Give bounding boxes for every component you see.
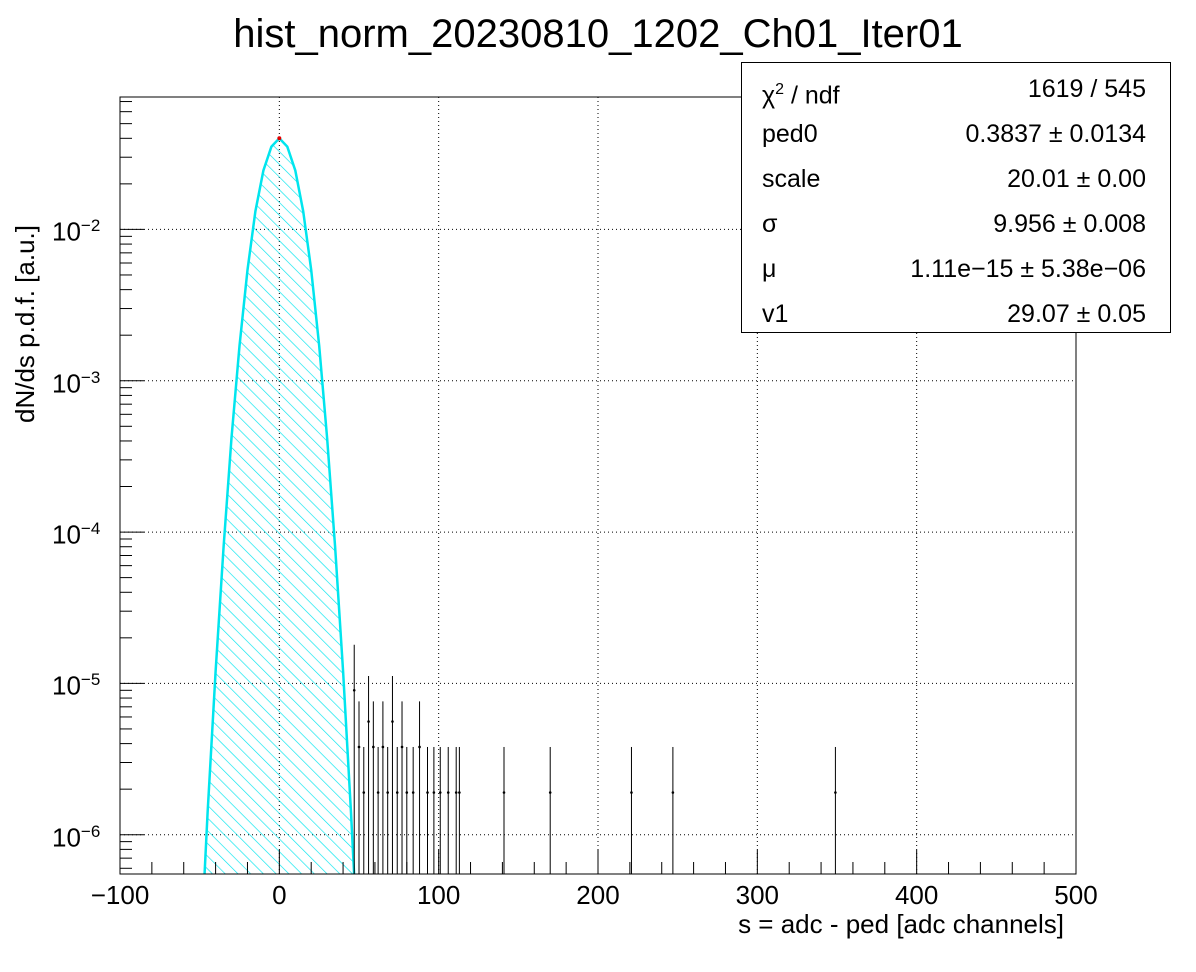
x-tick-label: −100 [90, 880, 150, 910]
data-point [438, 791, 442, 794]
data-point [381, 745, 385, 749]
stats-row-ped0: ped0 0.3837 ± 0.0134 [742, 112, 1170, 157]
stats-row-chi2: χ2 / ndf 1619 / 545 [742, 67, 1170, 112]
x-tick-label: 0 [272, 880, 287, 910]
data-point [426, 791, 429, 794]
data-point [362, 791, 366, 794]
fit-peak-marker [277, 136, 282, 141]
stats-row-sigma: σ 9.956 ± 0.008 [742, 202, 1170, 247]
data-point [630, 791, 633, 794]
data-point [418, 745, 421, 749]
x-tick-label: 200 [576, 880, 620, 910]
x-tick-label: 500 [1054, 880, 1098, 910]
data-point [446, 791, 450, 794]
data-point [357, 745, 361, 749]
data-point [395, 791, 399, 794]
data-point [352, 689, 356, 692]
axes-frame [119, 96, 1077, 875]
data-point [671, 791, 675, 794]
x-axis-label: s = adc - ped [adc channels] [738, 909, 1064, 939]
stats-key: χ2 / ndf [762, 81, 840, 110]
data-point [834, 791, 837, 794]
x-tick-label: 100 [416, 880, 461, 910]
data-point [432, 791, 436, 794]
data-point [391, 720, 394, 723]
data-point [400, 745, 404, 749]
stats-value: 0.3837 ± 0.0134 [965, 120, 1146, 148]
y-axis-label: dN/ds p.d.f. [a.u.] [10, 225, 40, 423]
data-point [367, 720, 370, 723]
stats-key: scale [762, 165, 821, 193]
y-tick-label: 10−2 [52, 216, 101, 248]
stats-value: 9.956 ± 0.008 [993, 210, 1146, 238]
stats-value: 29.07 ± 0.05 [1007, 300, 1146, 328]
stats-value: 20.01 ± 0.00 [1007, 165, 1146, 193]
fit-stats-box: χ2 / ndf 1619 / 545 ped0 0.3837 ± 0.0134… [741, 62, 1171, 333]
fit-hatched-area [204, 138, 355, 874]
stats-row-v1: v1 29.07 ± 0.05 [742, 292, 1170, 337]
y-tick-label: 10−4 [52, 519, 101, 550]
y-tick-label: 10−5 [52, 670, 101, 702]
data-point [502, 791, 506, 794]
stats-value: 1619 / 545 [1027, 75, 1146, 103]
x-tick-label: 300 [735, 880, 780, 910]
x-tick-label: 400 [894, 880, 939, 910]
stats-key: v1 [762, 300, 789, 328]
stats-key: μ [762, 255, 777, 283]
stats-row-scale: scale 20.01 ± 0.00 [742, 157, 1170, 202]
data-point [405, 791, 409, 794]
data-point [548, 791, 552, 794]
chart-title: hist_norm_20230810_1202_Ch01_Iter01 [233, 12, 963, 56]
stats-value: 1.11e−15 ± 5.38e−06 [910, 255, 1146, 283]
y-tick-label: 10−3 [52, 367, 101, 399]
y-tick-label: 10−6 [52, 821, 101, 853]
data-point [372, 745, 375, 749]
data-point [411, 791, 415, 794]
data-point [386, 791, 389, 794]
data-point [454, 791, 458, 794]
data-point [376, 791, 380, 794]
stats-key: σ [762, 210, 778, 238]
stats-row-mu: μ 1.11e−15 ± 5.38e−06 [742, 247, 1170, 292]
data-point [458, 791, 461, 794]
stats-key: ped0 [762, 120, 818, 148]
